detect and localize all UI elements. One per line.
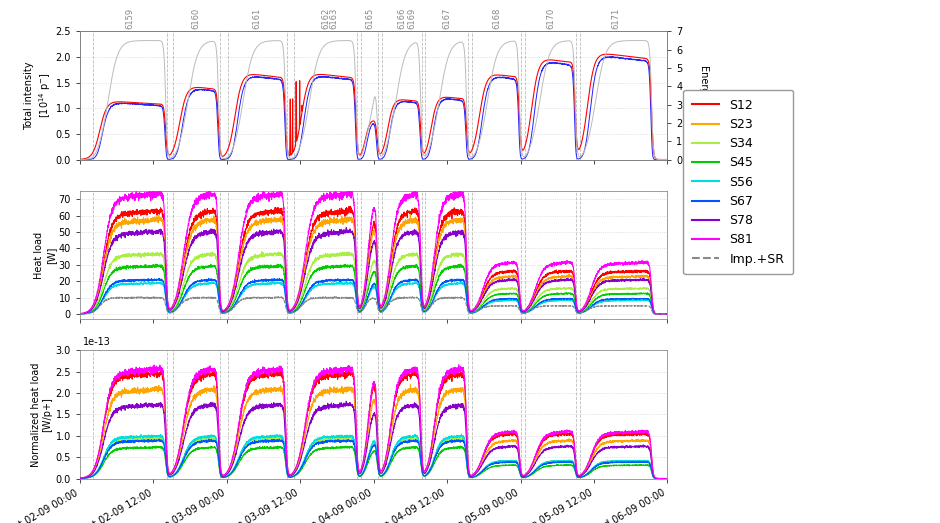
Text: 6165: 6165 [365,7,374,29]
Text: 6168: 6168 [492,7,501,29]
Text: 6166: 6166 [398,7,406,29]
Y-axis label: Energy [TeV]: Energy [TeV] [699,64,710,127]
Text: 6162: 6162 [321,7,330,29]
Text: 6161: 6161 [253,7,262,29]
Text: 6171: 6171 [612,7,620,29]
Y-axis label: Normalized heat load
[W/p+]: Normalized heat load [W/p+] [31,362,53,467]
Text: 6160: 6160 [192,7,201,29]
Text: 6167: 6167 [442,7,451,29]
Text: 6169: 6169 [407,7,416,29]
Legend: S12, S23, S34, S45, S56, S67, S78, S81, Imp.+SR: S12, S23, S34, S45, S56, S67, S78, S81, … [683,90,793,275]
Y-axis label: Total intensity
[10$^{14}$ p$^{-}$]: Total intensity [10$^{14}$ p$^{-}$] [24,61,53,130]
Text: 6163: 6163 [329,7,338,29]
Text: 6159: 6159 [125,7,134,29]
Text: 6170: 6170 [546,7,555,29]
Text: 1e-13: 1e-13 [83,337,111,347]
Y-axis label: Heat load
[W]: Heat load [W] [34,231,55,279]
